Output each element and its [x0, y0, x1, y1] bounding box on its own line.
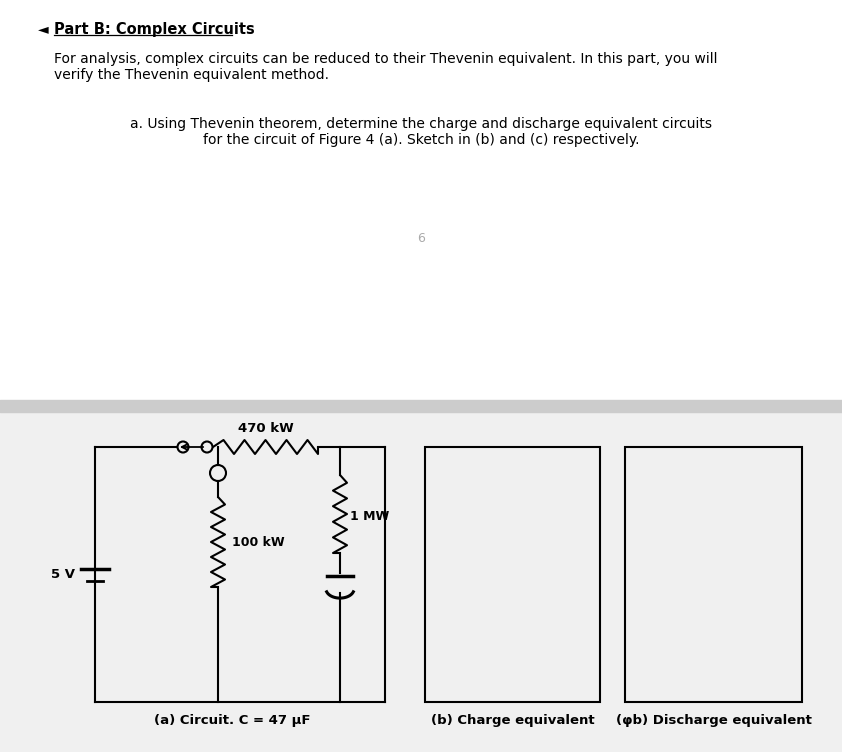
- Text: for the circuit of Figure 4 (a). Sketch in (b) and (c) respectively.: for the circuit of Figure 4 (a). Sketch …: [203, 133, 639, 147]
- Text: 6: 6: [417, 232, 425, 245]
- Text: 5 V: 5 V: [51, 568, 75, 581]
- Text: a. Using Thevenin theorem, determine the charge and discharge equivalent circuit: a. Using Thevenin theorem, determine the…: [130, 117, 712, 131]
- Text: (a) Circuit. C = 47 μF: (a) Circuit. C = 47 μF: [154, 714, 311, 727]
- Text: ◄: ◄: [38, 22, 49, 36]
- Text: verify the Thevenin equivalent method.: verify the Thevenin equivalent method.: [54, 68, 329, 82]
- Text: 1 MW: 1 MW: [350, 511, 389, 523]
- Text: 100 kW: 100 kW: [232, 536, 285, 550]
- Text: Part B: Complex Circuits: Part B: Complex Circuits: [54, 22, 255, 37]
- Bar: [625, 447, 802, 702]
- Bar: [425, 447, 600, 702]
- Text: (b) Charge equivalent: (b) Charge equivalent: [431, 714, 594, 727]
- Text: 470 kW: 470 kW: [237, 422, 293, 435]
- Text: For analysis, complex circuits can be reduced to their Thevenin equivalent. In t: For analysis, complex circuits can be re…: [54, 52, 717, 66]
- Text: (φb) Discharge equivalent: (φb) Discharge equivalent: [616, 714, 812, 727]
